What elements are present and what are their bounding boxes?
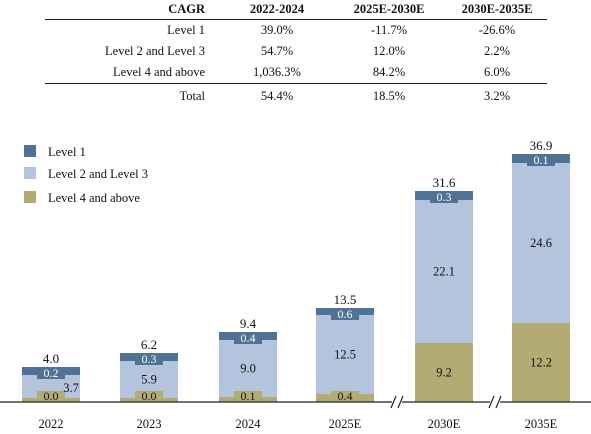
table-cell: 18.5% [331, 83, 447, 108]
axis-break-mark [488, 395, 495, 409]
table-cell: 2.2% [483, 44, 511, 58]
label-box [527, 154, 555, 166]
category-label: 2025E [329, 417, 362, 431]
data-label: 9.0 [240, 362, 256, 376]
table-cell: 6.0% [483, 65, 511, 79]
data-label: 12.2 [530, 356, 552, 370]
row-label: Level 2 and Level 3 [105, 44, 205, 58]
table-cell: 84.2% [372, 65, 406, 79]
bar-segment [219, 340, 277, 397]
label-box [234, 332, 262, 344]
legend-label: Level 1 [48, 145, 86, 159]
table-cell: -26.6% [478, 23, 516, 37]
category-label: 2022 [39, 417, 64, 431]
data-label: 0.0 [142, 389, 157, 403]
label-box [37, 391, 65, 402]
table-total-row: Total 54.4% 18.5% 3.2% [45, 83, 547, 108]
label-box [135, 353, 163, 365]
data-label: 0.3 [142, 352, 157, 366]
axis-break-mark [495, 395, 502, 409]
axis-break-gap [392, 396, 402, 408]
table-cell: 12.0% [372, 44, 406, 58]
bar-segment [512, 163, 570, 323]
row-label: Level 4 and above [113, 65, 205, 79]
row-label: Level 1 [167, 23, 205, 37]
label-box [430, 191, 458, 203]
total-label: 13.5 [334, 292, 357, 307]
label-box [135, 391, 163, 402]
data-label: 0.1 [241, 389, 256, 403]
total-label: 9.4 [240, 316, 257, 331]
bar-segment [415, 200, 473, 343]
data-label: 0.3 [437, 190, 452, 204]
data-label: 9.2 [436, 366, 452, 380]
total-label: 4.0 [43, 351, 59, 366]
row-label: Total [45, 83, 223, 108]
label-box [37, 367, 65, 379]
data-label: 22.1 [433, 265, 455, 279]
axis-break-gap [490, 396, 500, 408]
category-label: 2024 [236, 417, 262, 431]
legend-swatch [24, 167, 36, 179]
table-cell: 1,036.3% [253, 65, 301, 79]
table-cell: 3.2% [447, 83, 547, 108]
data-label: 0.4 [338, 389, 353, 403]
data-label: 0.6 [338, 307, 353, 321]
table-row: Level 2 and Level 3 54.7% 12.0% 2.2% [45, 41, 547, 62]
header-2022-2024: 2022-2024 [223, 0, 331, 20]
table-row: Level 4 and above 1,036.3% 84.2% 6.0% [45, 62, 547, 84]
data-label: 0.2 [44, 366, 59, 380]
table-cell: 54.7% [260, 44, 294, 58]
data-label: 3.7 [63, 381, 79, 395]
data-label: 24.6 [530, 236, 552, 250]
table-row: Level 1 39.0% -11.7% -26.6% [45, 20, 547, 42]
data-label: 0.4 [241, 331, 256, 345]
cagr-table: CAGR 2022-2024 2025E-2030E 2030E-2035E L… [45, 0, 547, 108]
axis-break-mark [390, 395, 397, 409]
total-label: 31.6 [433, 175, 456, 190]
table-header-row: CAGR 2022-2024 2025E-2030E 2030E-2035E [45, 0, 547, 20]
bar-segment [316, 315, 374, 394]
table-cell: 39.0% [260, 23, 294, 37]
label-box [331, 391, 359, 402]
header-2025e-2030e: 2025E-2030E [331, 0, 447, 20]
header-cagr: CAGR [45, 0, 223, 20]
category-label: 2030E [428, 417, 461, 431]
data-label: 0.1 [534, 153, 549, 167]
label-box [234, 391, 262, 402]
axis-break-mark [397, 395, 404, 409]
bar-segment [415, 343, 473, 402]
data-label: 12.5 [334, 348, 356, 362]
total-label: 36.9 [530, 138, 553, 153]
category-label: 2023 [137, 417, 162, 431]
label-box [331, 308, 359, 320]
data-label: 5.9 [141, 373, 157, 387]
data-label: 0.0 [44, 389, 59, 403]
table-cell: -11.7% [371, 23, 407, 37]
header-2030e-2035e: 2030E-2035E [447, 0, 547, 20]
legend-swatch [24, 145, 36, 157]
legend-label: Level 2 and Level 3 [48, 167, 148, 181]
legend-label: Level 4 and above [48, 191, 140, 205]
total-label: 6.2 [141, 337, 157, 352]
legend-swatch [24, 191, 36, 203]
bar-segment [512, 323, 570, 402]
table-cell: 54.4% [223, 83, 331, 108]
bar-segment [22, 375, 80, 398]
category-label: 2035E [525, 417, 558, 431]
